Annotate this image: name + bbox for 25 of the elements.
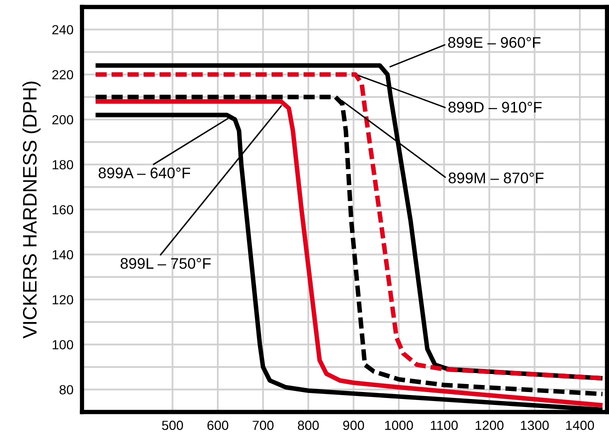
x-tick-label: 1100: [430, 420, 458, 430]
y-tick-label: 120: [52, 295, 74, 304]
x-tick-label: 900: [343, 420, 364, 430]
x-tick-label: 1300: [520, 420, 549, 430]
annotation: 899A – 640°F: [98, 168, 190, 178]
x-tick-label: 500: [162, 420, 184, 430]
y-tick-label: 100: [52, 340, 74, 350]
x-tick-label: 1000: [385, 420, 413, 430]
x-tick-label: 1200: [476, 420, 504, 430]
annotation: 899M – 870°F: [448, 172, 544, 184]
x-tick-label: 1400: [566, 420, 594, 430]
y-tick-label: 220: [52, 70, 74, 80]
y-tick-label: 80: [60, 385, 74, 394]
y-tick-label: 160: [52, 205, 74, 214]
annotation: 899D – 910°F: [448, 102, 542, 113]
annotation: 899E – 960°F: [448, 37, 540, 48]
x-tick-label: 600: [207, 420, 228, 430]
y-axis-title: VICKERS HARDNESS (DPH): [22, 82, 41, 339]
x-tick-label: 700: [252, 420, 274, 430]
y-tick-label: 240: [52, 25, 74, 34]
x-tick-label: 800: [298, 420, 319, 430]
y-tick-label: 140: [52, 250, 74, 260]
y-tick-label: 180: [52, 160, 74, 170]
annotation: 899L – 750°F: [120, 258, 211, 269]
y-tick-label: 200: [52, 115, 74, 124]
